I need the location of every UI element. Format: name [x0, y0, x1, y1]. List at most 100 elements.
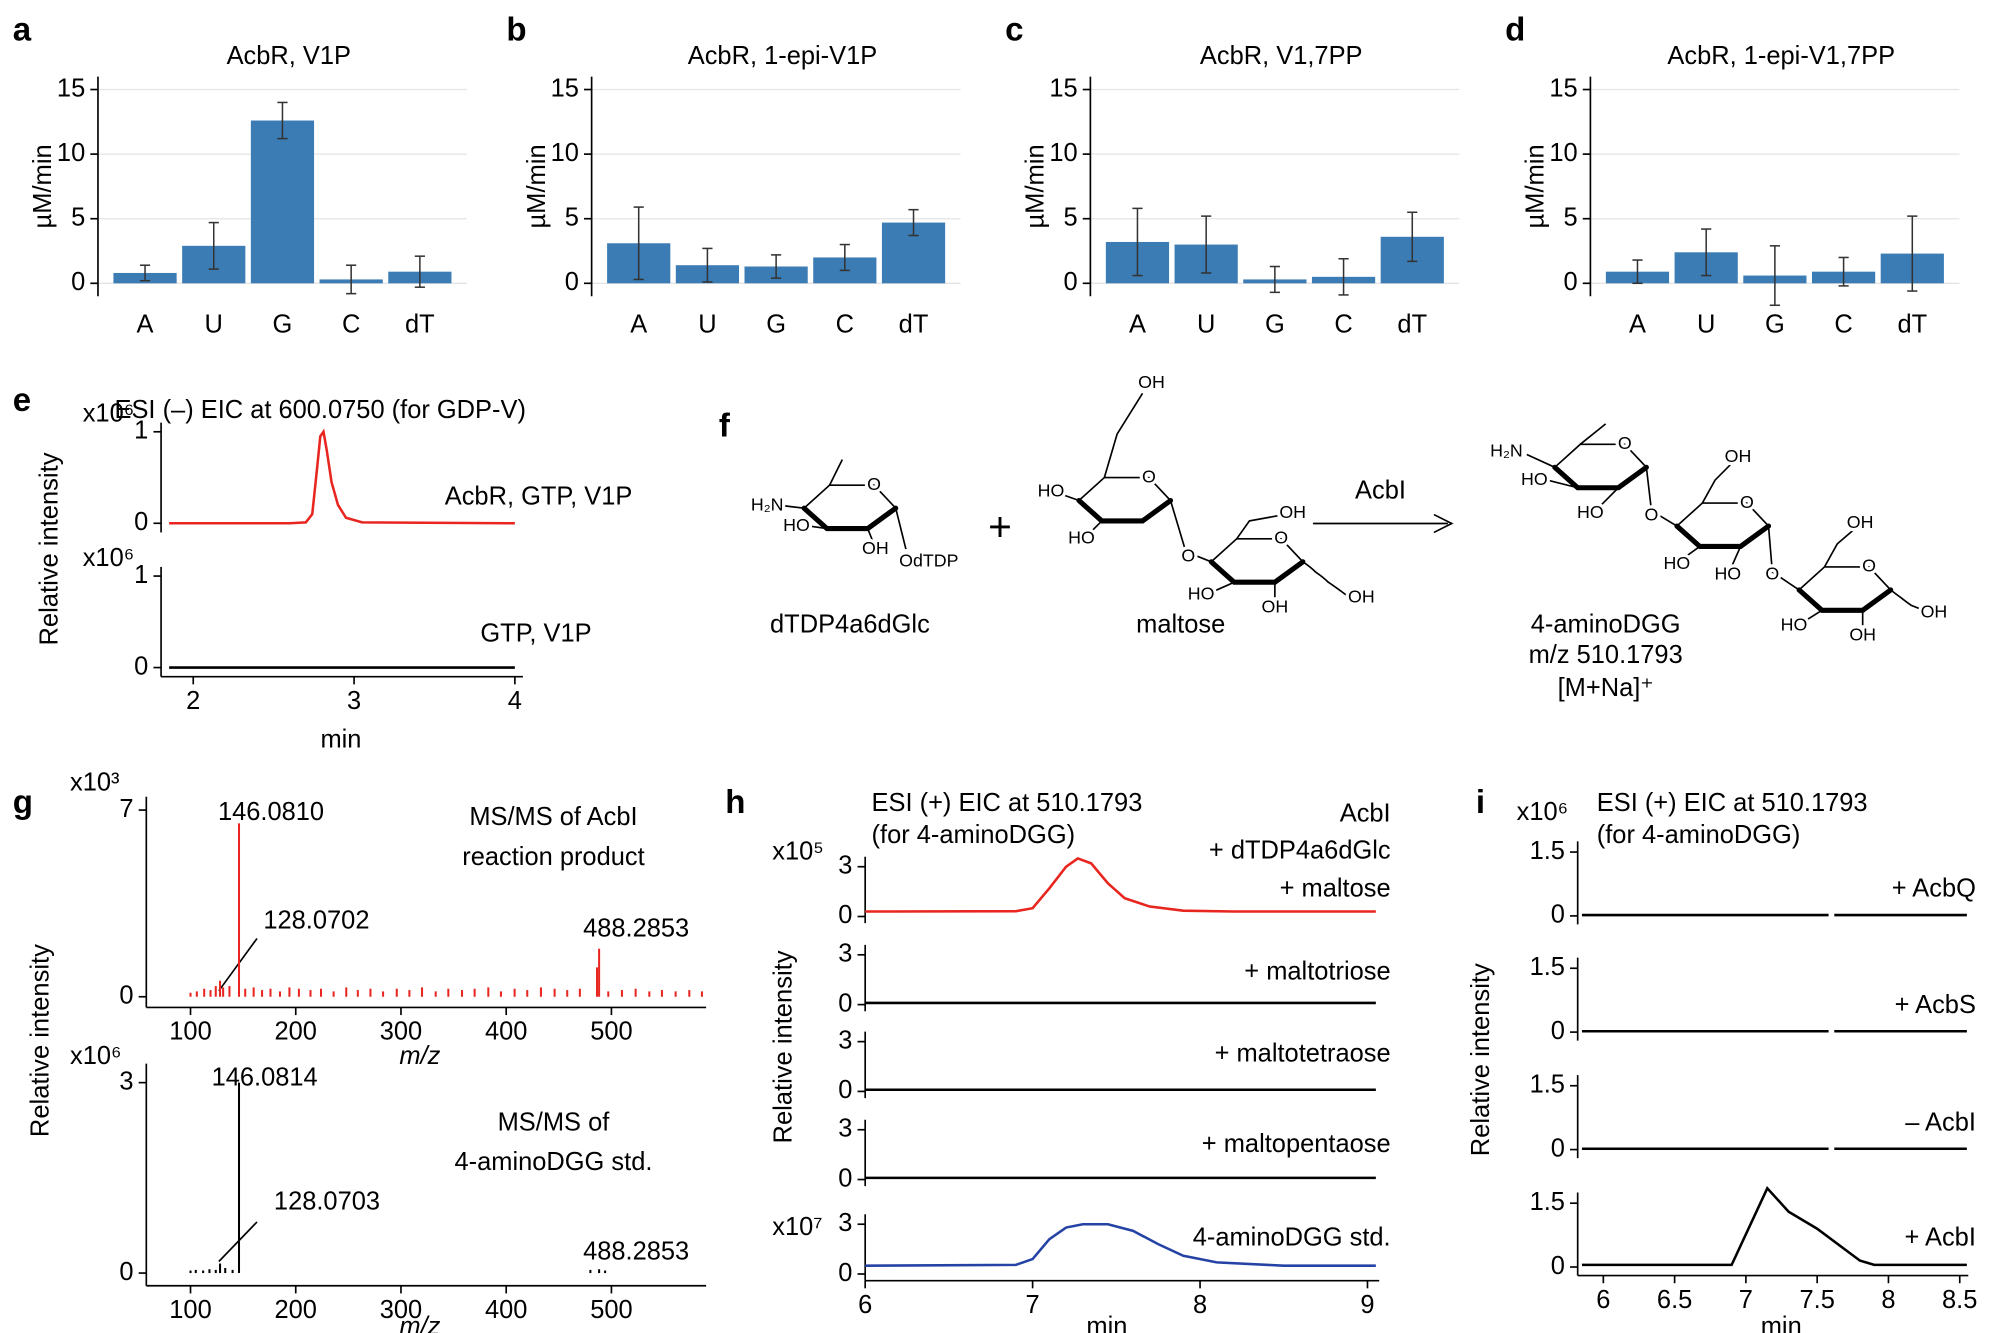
scale-label: x10⁶: [70, 1042, 122, 1070]
bond: [1236, 515, 1278, 540]
chart-title: ESI (+) EIC at 510.1793: [872, 789, 1143, 817]
y-tick-label: 1.5: [1530, 1188, 1565, 1216]
trace-label: MS/MS of AcbI: [469, 803, 637, 831]
x-tick-label: U: [698, 310, 716, 338]
chart-title: AcbR, 1-epi-V1,7PP: [1667, 42, 1895, 70]
bond: [1526, 453, 1556, 469]
x-tick-label: A: [630, 310, 647, 338]
scale-label: x10⁷: [772, 1213, 822, 1241]
y-tick-label: 0: [838, 901, 852, 929]
trace-label: AcbR, GTP, V1P: [445, 483, 633, 511]
y-axis-label: Relative intensity: [36, 452, 64, 645]
bond: [1210, 581, 1235, 594]
x-tick-label: 400: [485, 1296, 527, 1324]
x-tick-label: C: [1334, 310, 1352, 338]
y-tick-label: 0: [1551, 1017, 1565, 1045]
x-axis-label: min: [320, 725, 361, 753]
y-tick-label: 10: [1049, 139, 1077, 167]
x-axis-label: min: [1086, 1313, 1127, 1333]
y-tick-label: 15: [551, 74, 579, 102]
arrow-head: [1433, 513, 1454, 534]
x-tick-label: 7.5: [1799, 1286, 1834, 1314]
y-tick-label: 1.5: [1530, 837, 1565, 865]
trace-line: [865, 1222, 1376, 1267]
atom-label: HO: [1577, 502, 1604, 522]
x-tick-label: G: [1765, 310, 1785, 338]
y-tick-label: 1: [134, 561, 148, 589]
y-tick-label: 0: [134, 652, 148, 680]
x-tick-label: 6.5: [1657, 1286, 1692, 1314]
y-tick-label: 0: [838, 1076, 852, 1104]
atom-label: O: [1274, 528, 1288, 548]
bond: [1103, 392, 1144, 478]
x-tick-label: 500: [590, 1296, 632, 1324]
enzyme-label: AcbI: [1355, 476, 1406, 504]
x-tick-label: dT: [899, 310, 929, 338]
y-tick-label: 3: [838, 1026, 852, 1054]
x-tick-label: 9: [1360, 1291, 1374, 1319]
atom-label: OH: [1847, 512, 1874, 532]
y-tick-label: 5: [1063, 203, 1077, 231]
atom-label: HO: [1781, 614, 1808, 634]
atom-label: HO: [1068, 528, 1095, 548]
x-tick-label: U: [1697, 310, 1715, 338]
x-tick-label: 7: [1026, 1291, 1040, 1319]
panel-letter: b: [506, 12, 526, 49]
panel-letter: i: [1476, 784, 1485, 821]
y-tick-label: 10: [57, 139, 85, 167]
x-tick-label: 7: [1739, 1286, 1753, 1314]
bond: [1681, 545, 1701, 560]
x-tick-label: 6: [858, 1291, 872, 1319]
chart-title: (for 4-aminoDGG): [1597, 821, 1801, 849]
y-tick-label: 0: [1551, 1134, 1565, 1162]
panel-letter: d: [1505, 12, 1525, 49]
bond: [828, 459, 844, 486]
mz-label: m/z 510.1793: [1529, 641, 1683, 669]
atom-label: OH: [1262, 596, 1289, 616]
x-tick-label: 300: [380, 1018, 422, 1046]
x-tick-label: 500: [590, 1018, 632, 1046]
scale-label: x10⁶: [83, 400, 135, 428]
atom-label: OH: [1138, 372, 1165, 392]
atom-label: O: [1142, 466, 1156, 486]
x-tick-label: dT: [1397, 310, 1427, 338]
x-tick-label: A: [1129, 310, 1146, 338]
x-axis-label: min: [1761, 1313, 1802, 1333]
x-tick-label: G: [766, 310, 786, 338]
x-tick-label: U: [1197, 310, 1215, 338]
sugar-ring-front: [1208, 559, 1306, 585]
sugar-ring-front: [801, 505, 899, 532]
atom-label: HO: [783, 515, 810, 535]
atom-label: HO: [1188, 584, 1215, 604]
atom-label: O: [1645, 505, 1659, 525]
x-tick-label: 8.5: [1942, 1286, 1977, 1314]
trace-label: 4-aminoDGG std.: [454, 1148, 652, 1176]
scale-label: x10⁵: [772, 838, 824, 866]
y-tick-label: 0: [119, 1258, 133, 1286]
y-tick-label: 3: [838, 1114, 852, 1142]
y-tick-label: 3: [838, 1209, 852, 1237]
y-tick-label: 0: [119, 981, 133, 1009]
y-tick-label: 5: [1564, 203, 1578, 231]
chart-title: (for 4-aminoDGG): [872, 821, 1076, 849]
x-tick-label: C: [342, 310, 360, 338]
atom-label: OH: [1348, 586, 1375, 606]
atom-label: OH: [1849, 625, 1876, 645]
x-tick-label: A: [137, 310, 154, 338]
atom-label: O: [867, 474, 881, 494]
leader-line: [218, 1221, 258, 1263]
peak-annotation: 146.0810: [218, 798, 324, 826]
atom-label: OdTDP: [899, 550, 958, 570]
atom-label: HO: [1521, 469, 1548, 489]
bond: [1890, 589, 1925, 612]
y-tick-label: 1.5: [1530, 1070, 1565, 1098]
y-axis-label: µM/min: [1022, 144, 1050, 228]
atom-label: O: [1618, 433, 1632, 453]
bond: [1302, 561, 1347, 596]
atom-label: O: [1181, 545, 1195, 565]
y-axis-label: Relative intensity: [1467, 963, 1495, 1156]
trace-label: + dTDP4a6dGlc: [1209, 836, 1391, 864]
atom-label: OH: [1921, 602, 1948, 622]
x-tick-label: 200: [275, 1296, 317, 1324]
peak-annotation: 128.0703: [274, 1187, 380, 1215]
